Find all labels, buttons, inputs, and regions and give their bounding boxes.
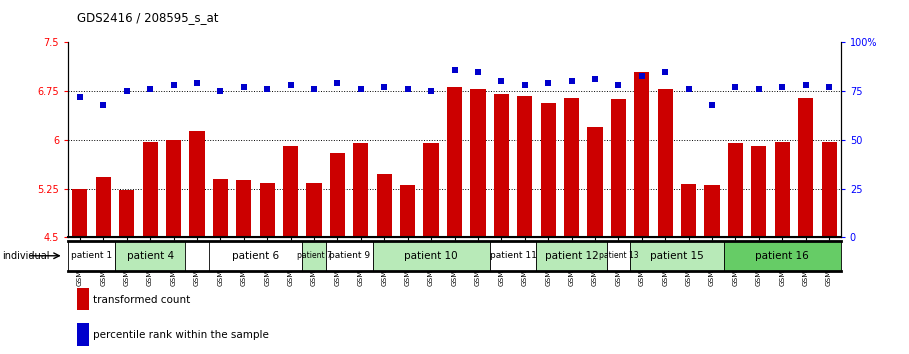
Bar <box>73 189 87 237</box>
Text: individual: individual <box>2 251 49 261</box>
Bar <box>213 179 228 237</box>
Bar <box>189 131 205 237</box>
Point <box>682 86 696 92</box>
Bar <box>630 241 724 271</box>
Point <box>306 86 321 92</box>
Bar <box>143 142 158 237</box>
Text: transformed count: transformed count <box>93 295 190 305</box>
Bar <box>400 185 415 237</box>
Point <box>541 81 555 86</box>
Bar <box>77 323 88 346</box>
Point <box>752 86 766 92</box>
Text: patient 4: patient 4 <box>126 251 174 261</box>
Bar <box>68 241 115 271</box>
Point <box>354 86 368 92</box>
Bar <box>424 143 439 237</box>
Bar <box>373 241 490 271</box>
Point <box>96 102 111 108</box>
Point <box>588 77 603 82</box>
Point <box>634 73 649 79</box>
Point <box>190 81 205 86</box>
Point <box>728 85 743 90</box>
Point <box>284 82 298 88</box>
Bar <box>611 99 626 237</box>
Bar <box>354 143 368 237</box>
Text: patient 15: patient 15 <box>650 251 704 261</box>
Bar <box>564 98 579 237</box>
Point <box>377 85 392 90</box>
Bar <box>283 146 298 237</box>
Bar <box>728 143 743 237</box>
Point <box>119 88 134 94</box>
Bar <box>119 190 135 237</box>
Bar <box>95 177 111 237</box>
Point <box>260 86 275 92</box>
Bar <box>115 241 185 271</box>
Bar <box>490 241 536 271</box>
Bar <box>634 72 649 237</box>
Bar <box>798 98 814 237</box>
Bar <box>447 87 462 237</box>
Text: patient 7: patient 7 <box>296 251 332 260</box>
Bar <box>77 288 88 310</box>
Bar <box>541 103 555 237</box>
Text: patient 10: patient 10 <box>405 251 458 261</box>
Text: patient 6: patient 6 <box>232 251 279 261</box>
Bar <box>166 140 181 237</box>
Point <box>704 102 719 108</box>
Bar <box>209 241 303 271</box>
Point <box>447 67 462 73</box>
Bar <box>724 241 841 271</box>
Point <box>400 86 415 92</box>
Bar <box>751 146 766 237</box>
Bar <box>536 241 606 271</box>
Text: patient 1: patient 1 <box>71 251 112 260</box>
Point <box>798 82 813 88</box>
Point <box>73 94 87 100</box>
Bar <box>657 89 673 237</box>
Text: percentile rank within the sample: percentile rank within the sample <box>93 330 269 340</box>
Bar <box>376 173 392 237</box>
Bar <box>260 183 275 237</box>
Bar <box>517 96 533 237</box>
Bar <box>587 127 603 237</box>
Point <box>658 69 673 75</box>
Point <box>611 82 625 88</box>
Text: GDS2416 / 208595_s_at: GDS2416 / 208595_s_at <box>77 11 219 24</box>
Point <box>213 88 227 94</box>
Point <box>775 85 790 90</box>
Bar <box>303 241 325 271</box>
Point <box>166 82 181 88</box>
Point <box>236 85 251 90</box>
Bar <box>704 185 720 237</box>
Bar <box>330 153 345 237</box>
Bar <box>681 184 696 237</box>
Point <box>143 86 157 92</box>
Point <box>471 69 485 75</box>
Text: patient 12: patient 12 <box>544 251 598 261</box>
Text: patient 11: patient 11 <box>490 251 536 260</box>
Point <box>517 82 532 88</box>
Text: patient 13: patient 13 <box>599 251 638 260</box>
Point <box>330 81 345 86</box>
Bar <box>325 241 373 271</box>
Bar <box>236 180 252 237</box>
Point <box>822 85 836 90</box>
Text: patient 16: patient 16 <box>755 251 809 261</box>
Text: patient 9: patient 9 <box>328 251 370 260</box>
Bar <box>306 183 322 237</box>
Point <box>424 88 438 94</box>
Point <box>564 79 579 84</box>
Point <box>494 79 509 84</box>
Bar <box>774 142 790 237</box>
Bar <box>822 142 836 237</box>
Bar <box>606 241 630 271</box>
Bar <box>494 95 509 237</box>
Bar <box>470 89 485 237</box>
